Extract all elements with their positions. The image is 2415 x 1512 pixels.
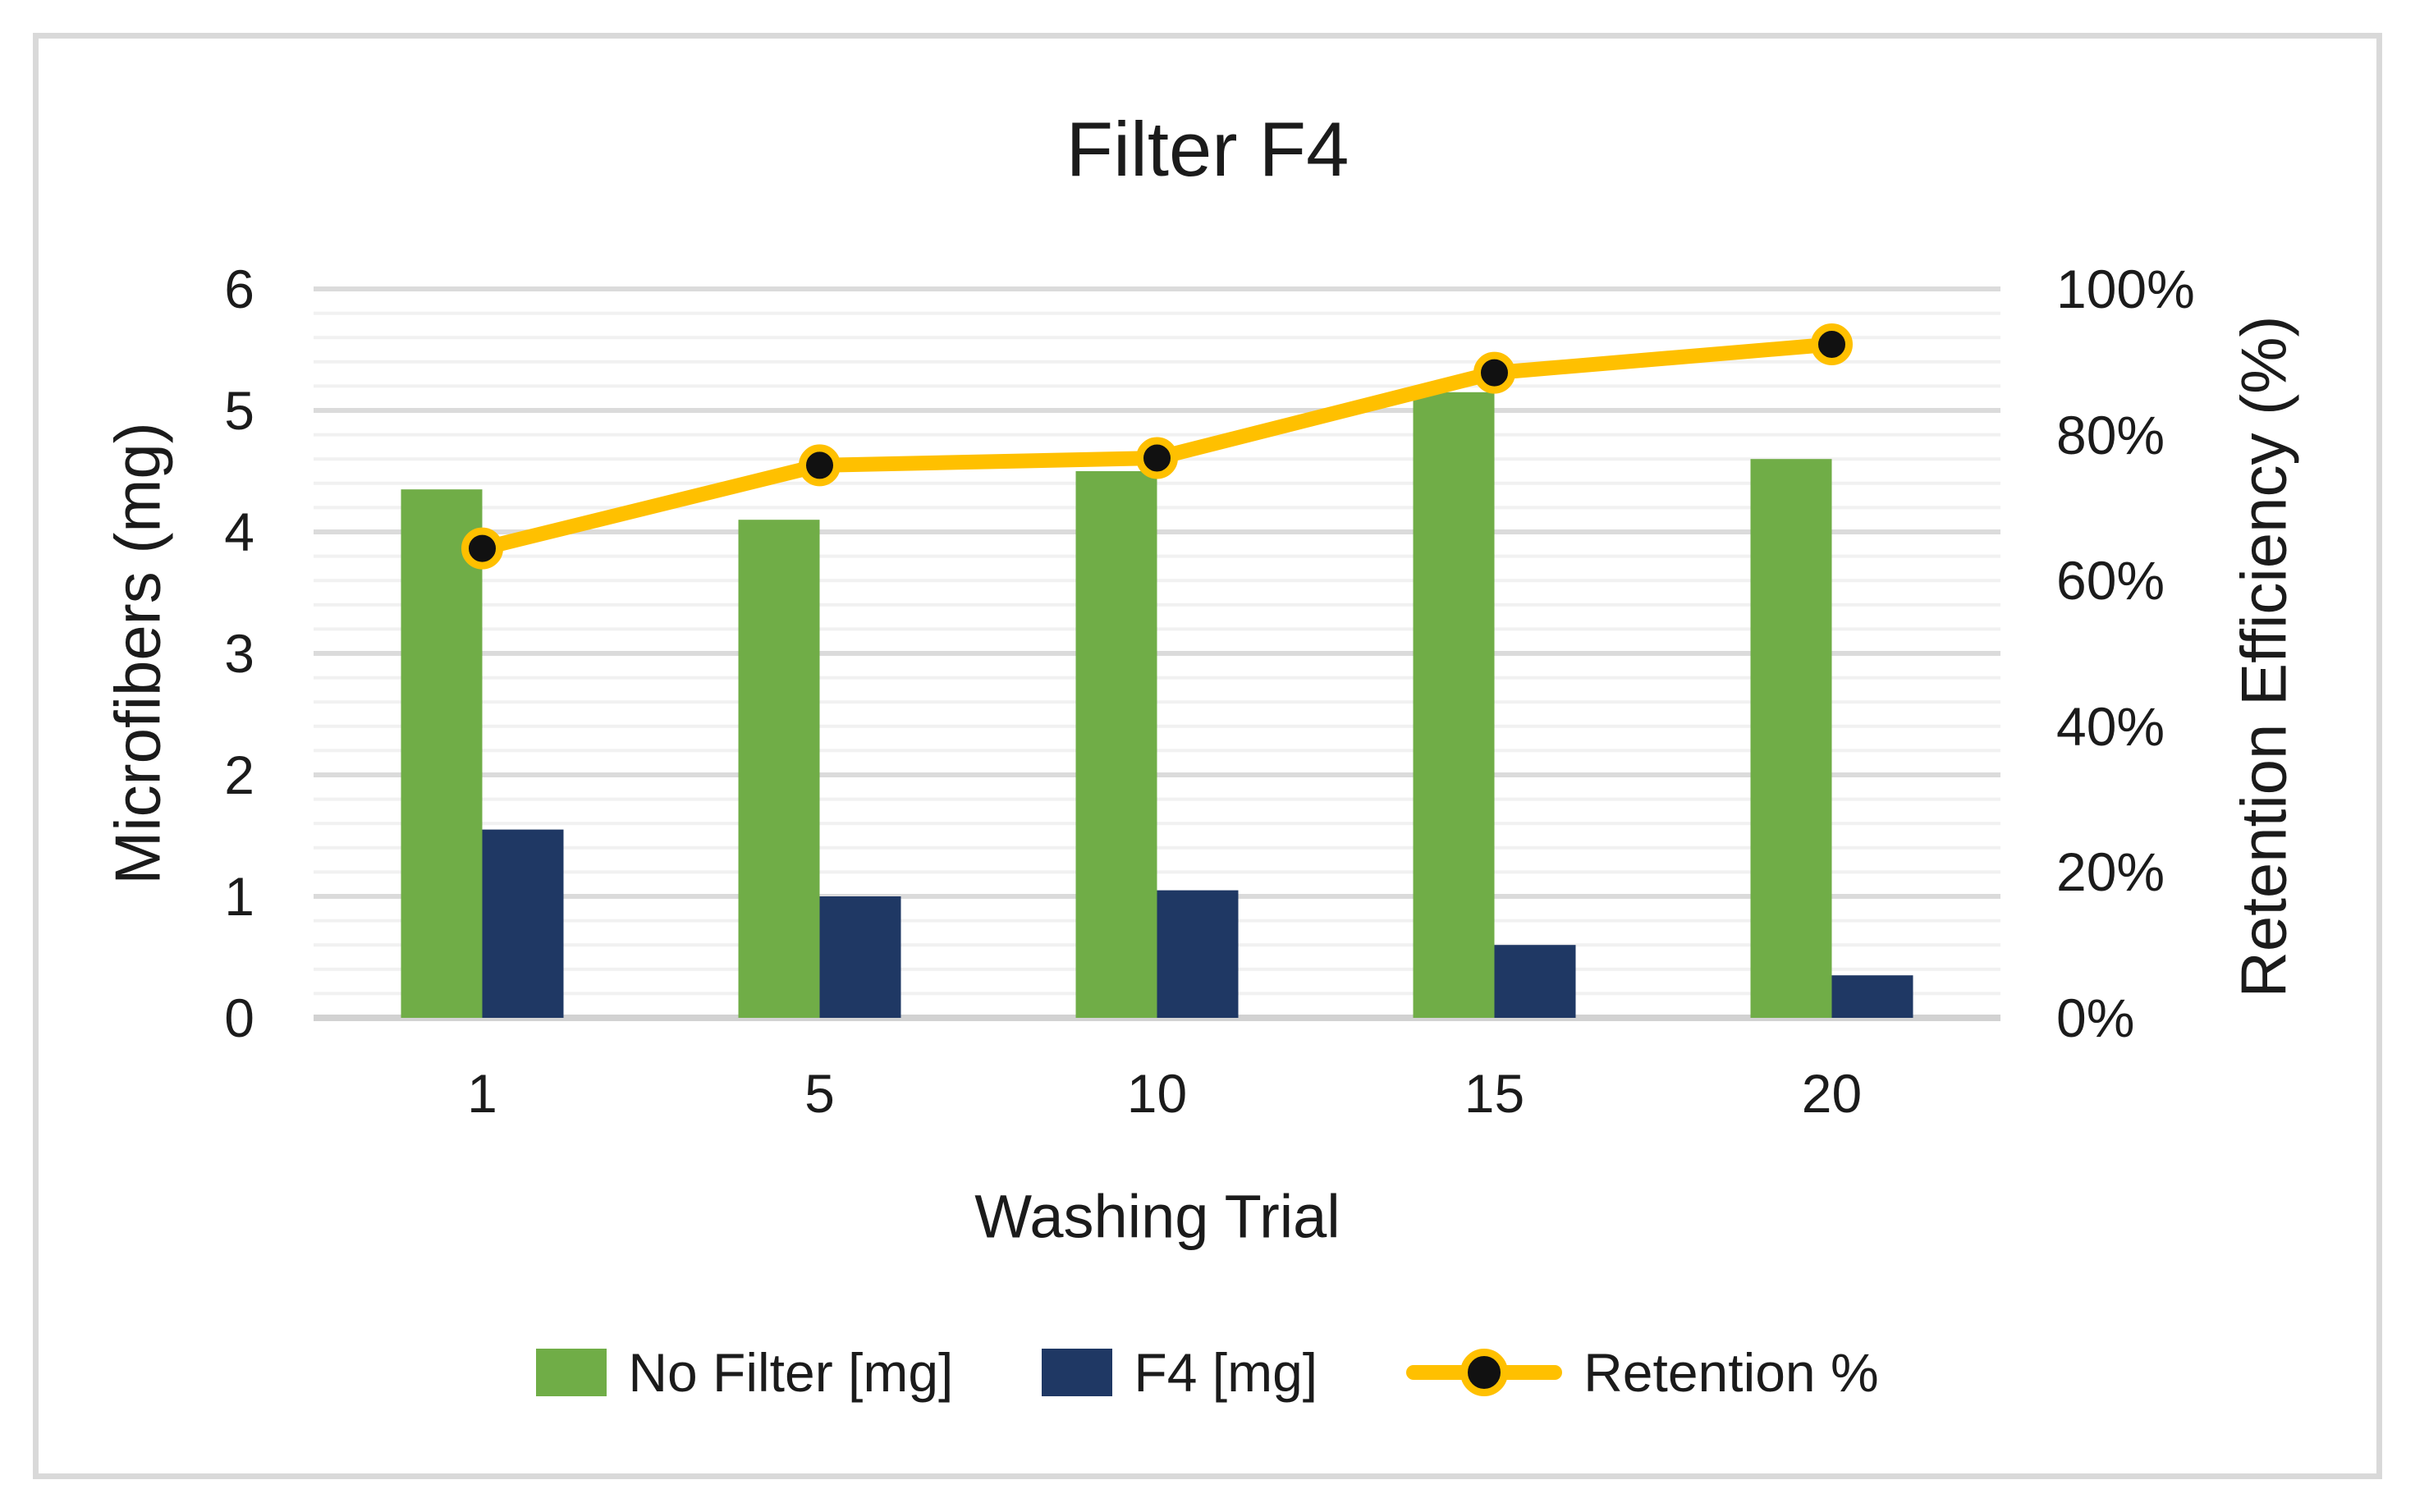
y-tick-left-3: 3 (224, 623, 254, 684)
retention-marker-trial-5[interactable] (799, 444, 841, 487)
bar-f4-trial-15[interactable] (1494, 945, 1576, 1018)
chart-title[interactable]: Filter F4 (1065, 106, 1350, 192)
legend-label-f4: F4 [mg] (1134, 1342, 1318, 1403)
bar-f4-trial-1[interactable] (482, 829, 564, 1018)
bar-no-filter-trial-1[interactable] (401, 489, 483, 1018)
legend-item-retention[interactable]: Retention % (1406, 1341, 1879, 1404)
y-tick-left-5: 5 (224, 380, 254, 441)
legend-swatch-no-filter (536, 1349, 607, 1396)
y-tick-left-2: 2 (224, 745, 254, 805)
y-tick-left-1: 1 (224, 866, 254, 927)
legend-swatch-f4 (1042, 1349, 1113, 1396)
bar-f4-trial-5[interactable] (819, 896, 901, 1018)
legend-label-retention: Retention % (1583, 1342, 1879, 1403)
y-tick-right-0%: 0% (2056, 987, 2135, 1048)
retention-marker-trial-10[interactable] (1136, 437, 1178, 479)
y-tick-right-100%: 100% (2056, 259, 2195, 319)
legend-item-f4[interactable]: F4 [mg] (1042, 1341, 1317, 1404)
y-tick-left-6: 6 (224, 259, 254, 319)
legend-label-no-filter: No Filter [mg] (628, 1342, 954, 1403)
x-tick-5: 5 (804, 1063, 835, 1124)
retention-marker-trial-20[interactable] (1811, 323, 1853, 365)
bar-no-filter-trial-20[interactable] (1750, 459, 1832, 1018)
x-tick-10: 10 (1126, 1063, 1188, 1124)
bar-no-filter-trial-5[interactable] (738, 520, 820, 1018)
bar-no-filter-trial-10[interactable] (1075, 471, 1157, 1018)
legend-line-marker-icon (1406, 1346, 1563, 1399)
y-axis-title-right[interactable]: Retention Efficiency (%) (2227, 315, 2300, 998)
x-axis-title[interactable]: Washing Trial (974, 1182, 1340, 1251)
x-tick-20: 20 (1801, 1063, 1863, 1124)
bar-f4-trial-20[interactable] (1831, 975, 1913, 1018)
y-tick-right-40%: 40% (2056, 695, 2165, 757)
retention-marker-trial-1[interactable] (461, 527, 503, 570)
x-tick-15: 15 (1464, 1063, 1525, 1124)
bar-no-filter-trial-15[interactable] (1413, 392, 1495, 1018)
y-tick-left-0: 0 (224, 987, 254, 1048)
y-tick-right-20%: 20% (2056, 841, 2165, 903)
y-tick-right-60%: 60% (2056, 550, 2165, 612)
retention-marker-trial-15[interactable] (1473, 351, 1515, 394)
legend-item-no-filter[interactable]: No Filter [mg] (536, 1341, 953, 1404)
bar-f4-trial-10[interactable] (1157, 890, 1239, 1018)
x-tick-1: 1 (467, 1063, 497, 1124)
y-tick-left-4: 4 (224, 502, 254, 562)
y-tick-right-80%: 80% (2056, 404, 2165, 465)
